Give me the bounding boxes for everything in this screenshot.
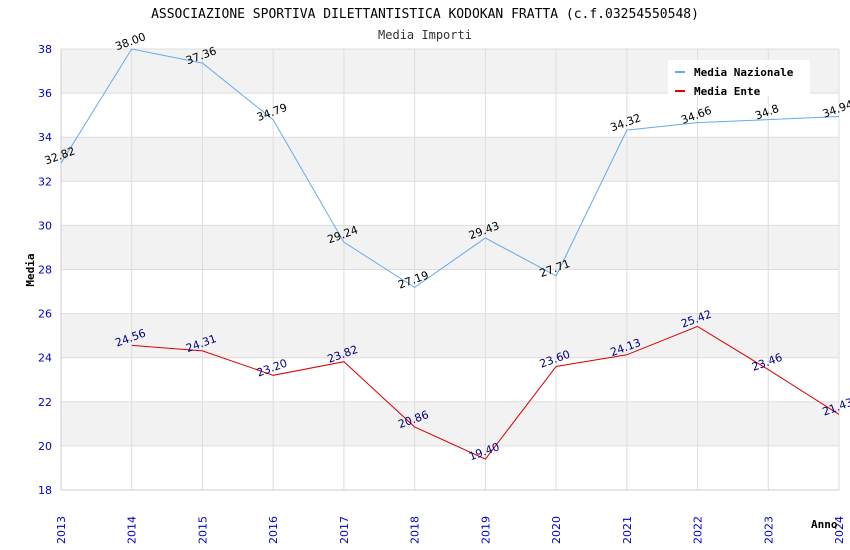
plot-bands — [61, 49, 839, 446]
legend-entry: Media Nazionale — [694, 66, 794, 79]
plot-band — [61, 313, 839, 358]
y-tick-label: 22 — [38, 396, 52, 409]
y-tick-label: 32 — [38, 175, 52, 188]
series-line — [131, 325, 840, 460]
legend-entry: Media Ente — [694, 85, 761, 98]
x-tick-label: 2023 — [762, 516, 775, 544]
data-label: 34.32 — [609, 111, 643, 134]
x-tick-label: 2020 — [550, 516, 563, 544]
x-tick-labels: 2013 2014 2015 2016 2017 2018 2019 2020 2021 2022… — [55, 516, 846, 544]
series-line — [60, 48, 840, 289]
y-tick-label: 34 — [38, 131, 52, 144]
x-tick-label: 2015 — [196, 516, 209, 544]
y-tick-label: 24 — [38, 352, 52, 365]
x-tick-label: 2022 — [692, 516, 705, 544]
x-axis-label: Anno — [811, 518, 838, 531]
plot-band — [61, 137, 839, 182]
y-tick-labels: 18 20 22 24 26 28 30 32 34 36 38 — [38, 43, 52, 497]
x-tick-label: 2024 — [833, 516, 846, 544]
x-tick-label: 2013 — [55, 516, 68, 544]
y-tick-label: 28 — [38, 264, 52, 277]
y-tick-label: 30 — [38, 219, 52, 232]
y-tick-label: 38 — [38, 43, 52, 56]
x-tick-label: 2017 — [338, 516, 351, 544]
data-label: 34.79 — [255, 101, 289, 124]
x-tick-label: 2021 — [621, 516, 634, 544]
y-axis-label: Media — [24, 253, 37, 286]
y-tick-label: 36 — [38, 87, 52, 100]
legend: Media Nazionale Media Ente — [668, 60, 810, 98]
legend-box — [668, 60, 810, 96]
y-tick-label: 18 — [38, 484, 52, 497]
data-label: 34.66 — [679, 104, 713, 127]
y-tick-label: 20 — [38, 440, 52, 453]
axes — [60, 49, 839, 491]
x-tick-label: 2019 — [479, 516, 492, 544]
x-tick-label: 2016 — [267, 516, 280, 544]
chart-title: ASSOCIAZIONE SPORTIVA DILETTANTISTICA KO… — [151, 7, 699, 22]
plot-band — [61, 401, 839, 446]
chart-subtitle: Media Importi — [378, 28, 472, 42]
data-label: 27.19 — [396, 269, 430, 292]
x-tick-label: 2018 — [409, 516, 422, 544]
y-tick-label: 26 — [38, 308, 52, 321]
data-label: 23.20 — [255, 357, 289, 380]
series-lines — [60, 48, 840, 460]
x-tick-label: 2014 — [126, 516, 139, 544]
data-label: 34.94 — [821, 98, 850, 121]
